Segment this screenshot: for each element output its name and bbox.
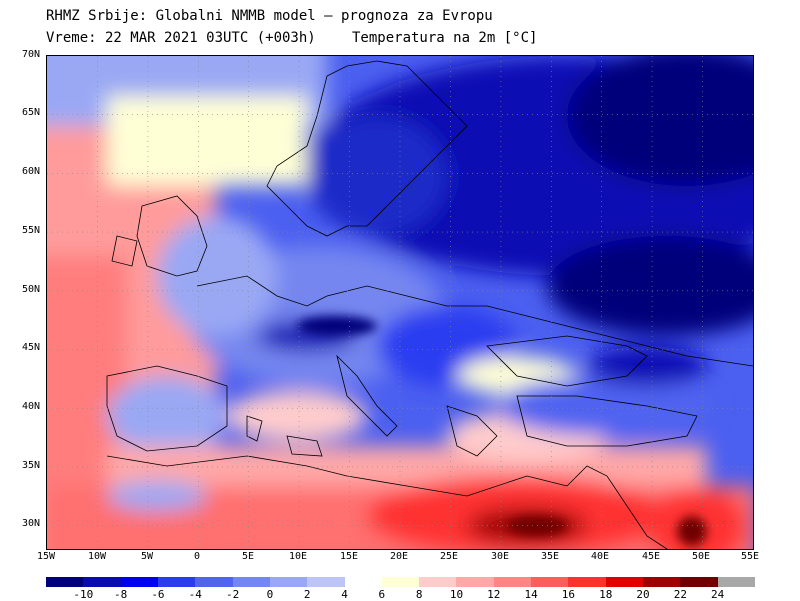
legend-swatch [531,577,569,587]
lon-label-55e: 55E [740,551,760,562]
lon-label-5e: 5E [241,551,255,562]
legend-label: 24 [711,588,725,601]
lat-label-30n: 30N [21,518,40,529]
lat-label-40n: 40N [21,401,40,412]
legend-swatch [46,577,84,587]
variable-name: Temperatura na 2m [°C] [352,30,538,46]
lat-label-35n: 35N [21,460,40,471]
lat-label-45n: 45N [21,342,40,353]
lat-label-70n: 70N [21,49,40,60]
legend-swatch [157,577,196,587]
legend-swatch [605,577,644,587]
forecast-time: Vreme: 22 MAR 2021 03UTC (+003h) [46,30,316,46]
legend-label: -8 [114,588,128,601]
legend-label: 10 [449,588,464,601]
lon-label-45e: 45E [641,551,661,562]
legend-label: -10 [73,588,94,601]
temperature-map [46,55,754,550]
legend-swatch [381,577,420,587]
legend-swatch [568,577,607,587]
legend-swatch [419,577,457,587]
legend-swatch [232,577,271,587]
map-title: RHMZ Srbije: Globalni NMMB model — progn… [46,8,493,24]
lon-label-40e: 40E [590,551,610,562]
legend-label: 2 [303,588,311,601]
legend-swatch [83,577,122,587]
lon-label-5w: 5W [140,551,154,562]
temperature-field [47,56,753,549]
lon-label-10e: 10E [288,551,308,562]
legend-label: 8 [415,588,423,601]
legend-label: 14 [524,588,538,601]
legend-label: 12 [487,588,501,601]
legend-label: -2 [225,588,240,601]
lon-label-0: 0 [193,551,201,562]
lon-label-50e: 50E [691,551,711,562]
legend-swatch [493,577,532,587]
coastlines [106,60,753,549]
legend-swatch [307,577,346,587]
lon-label-20e: 20E [389,551,409,562]
legend-label: 18 [599,588,613,601]
color-legend [46,577,756,587]
legend-label: -4 [188,588,202,601]
lon-label-15w: 15W [36,551,56,562]
legend-swatch [717,577,756,587]
lat-lon-grid [47,56,753,549]
legend-label: 16 [561,588,576,601]
legend-label: 20 [636,588,650,601]
legend-label: 6 [378,588,386,601]
lon-label-15e: 15E [339,551,359,562]
lat-label-60n: 60N [21,166,40,177]
lat-label-55n: 55N [21,225,40,236]
lat-label-65n: 65N [21,107,40,118]
legend-swatch [680,577,719,587]
legend-label: -6 [151,588,165,601]
lon-label-30e: 30E [490,551,510,562]
legend-swatch [456,577,495,587]
legend-label: 22 [673,588,687,601]
lat-label-50n: 50N [21,284,40,295]
legend-label: 0 [266,588,274,601]
legend-swatch [195,577,234,587]
legend-swatch [120,577,159,587]
legend-swatch [344,577,383,587]
lon-label-35e: 35E [540,551,560,562]
lon-label-25e: 25E [439,551,459,562]
legend-swatch [269,577,308,587]
legend-label: 4 [341,588,348,601]
lon-label-10w: 10W [87,551,107,562]
legend-swatch [643,577,681,587]
